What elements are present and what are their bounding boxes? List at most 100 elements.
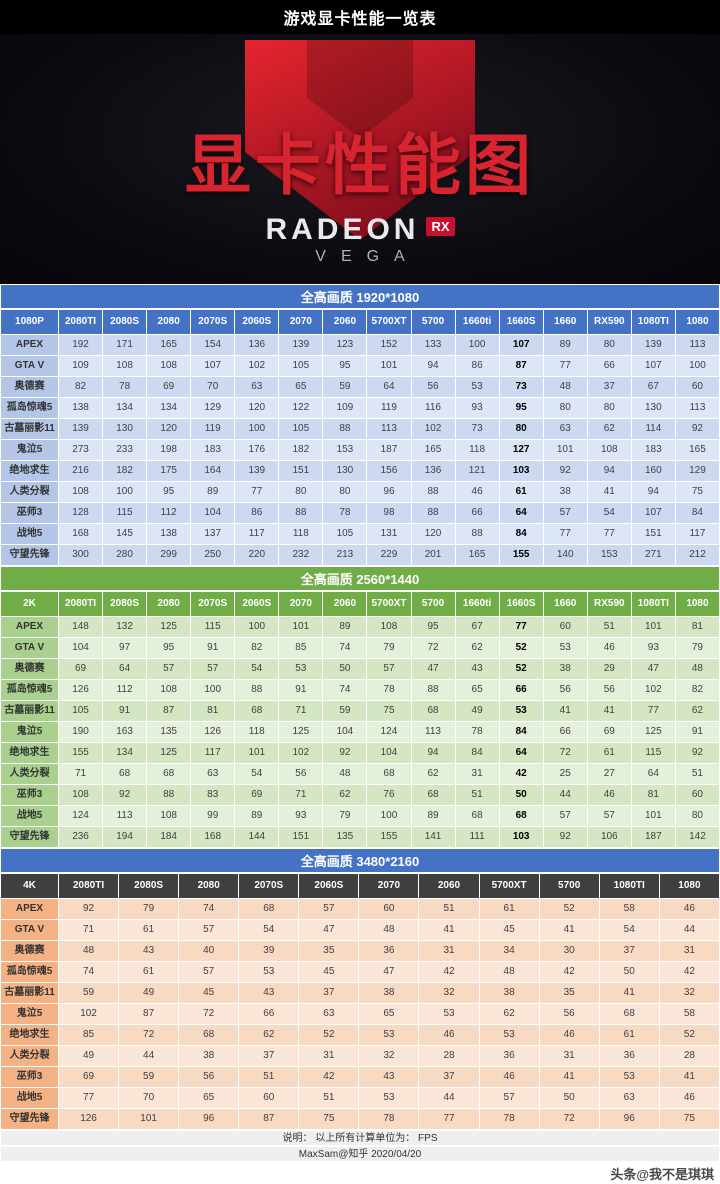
fps-cell: 82	[57, 376, 104, 398]
fps-cell: 300	[57, 544, 104, 566]
fps-cell: 141	[410, 826, 456, 848]
fps-cell: 101	[542, 439, 588, 461]
fps-cell: 165	[454, 544, 500, 566]
fps-cell: 77	[57, 1087, 120, 1109]
fps-cell: 81	[630, 784, 676, 806]
fps-cell: 117	[674, 523, 720, 545]
column-header-1080ti: 1080TI	[630, 309, 676, 335]
fps-cell: 138	[146, 523, 192, 545]
fps-cell: 74	[322, 679, 368, 701]
corner-label: 2K	[0, 591, 59, 617]
fps-cell: 126	[57, 1108, 120, 1130]
fps-cell: 100	[234, 616, 280, 638]
fps-cell: 52	[658, 1024, 720, 1046]
fps-cell: 88	[322, 418, 368, 440]
column-header-rx590: RX590	[586, 591, 632, 617]
fps-cell: 87	[238, 1108, 300, 1130]
row-label: APEX	[0, 898, 59, 920]
fps-cell: 134	[146, 397, 192, 419]
fps-cell: 112	[102, 679, 148, 701]
table-row: 人类分裂 71 68 68 63 54 56 48 68 62 31 42 25 27 64 51	[0, 763, 720, 785]
fps-cell: 126	[190, 721, 236, 743]
fps-cell: 63	[542, 418, 588, 440]
section-title-4k: 全高画质 3480*2160	[0, 848, 720, 873]
row-label: 鬼泣5	[0, 1003, 59, 1025]
fps-cell: 68	[498, 805, 544, 827]
watermark-text: 头条@我不是琪琪	[610, 1166, 714, 1182]
fps-cell: 139	[278, 334, 324, 356]
fps-cell: 115	[102, 502, 148, 524]
column-header-2060s: 2060S	[298, 873, 360, 899]
column-header-2070s: 2070S	[238, 873, 300, 899]
section-2k: 全高画质 2560*1440 2K 2080TI 2080S 2080 2070S 206…	[0, 566, 720, 848]
fps-cell: 87	[146, 700, 192, 722]
fps-cell: 136	[410, 460, 456, 482]
fps-cell: 80	[322, 481, 368, 503]
brand-rx-badge: RX	[426, 217, 455, 236]
fps-cell: 36	[598, 1045, 660, 1067]
row-label: 绝地求生	[0, 1024, 59, 1046]
fps-cell: 51	[454, 784, 500, 806]
fps-cell: 119	[366, 397, 412, 419]
fps-cell: 46	[418, 1024, 480, 1046]
fps-cell: 126	[57, 679, 104, 701]
column-header-1080: 1080	[658, 873, 720, 899]
fps-cell: 75	[298, 1108, 360, 1130]
fps-cell: 44	[118, 1045, 180, 1067]
table-row: 奥德赛 82 78 69 70 63 65 59 64 56 53 73 48 37 67 60	[0, 376, 720, 398]
table-row: 奥德赛 69 64 57 57 54 53 50 57 47 43 52 38 29 47 48	[0, 658, 720, 680]
fps-cell: 74	[57, 961, 120, 983]
fps-cell: 67	[630, 376, 676, 398]
table-row: 守望先锋 236 194 184 168 144 151 135 155 141 111 103 92 1…	[0, 826, 720, 848]
fps-cell: 44	[418, 1087, 480, 1109]
fps-cell: 61	[586, 742, 632, 764]
fps-cell: 47	[410, 658, 456, 680]
fps-cell: 63	[234, 376, 280, 398]
fps-cell: 108	[366, 616, 412, 638]
fps-cell: 125	[630, 721, 676, 743]
row-label: 孤岛惊魂5	[0, 961, 59, 983]
fps-cell: 31	[538, 1045, 600, 1067]
fps-cell: 32	[418, 982, 480, 1004]
fps-cell: 91	[278, 679, 324, 701]
column-header-1080ti: 1080TI	[630, 591, 676, 617]
column-header-1080: 1080	[674, 309, 720, 335]
table-row: 守望先锋 300 280 299 250 220 232 213 229 201 165 155 140…	[0, 544, 720, 566]
fps-cell: 79	[366, 637, 412, 659]
fps-cell: 68	[366, 763, 412, 785]
column-header-1660: 1660	[542, 309, 588, 335]
fps-cell: 114	[630, 418, 676, 440]
fps-cell: 38	[358, 982, 420, 1004]
column-header-2070: 2070	[358, 873, 420, 899]
fps-cell: 187	[366, 439, 412, 461]
fps-cell: 65	[178, 1087, 240, 1109]
fps-cell: 37	[598, 940, 660, 962]
fps-cell: 153	[322, 439, 368, 461]
fps-cell: 53	[454, 376, 500, 398]
fps-cell: 142	[674, 826, 720, 848]
fps-cell: 41	[598, 982, 660, 1004]
fps-cell: 63	[190, 763, 236, 785]
section-4k: 全高画质 3480*2160 4K 2080TI 2080S 2080 2070S 206…	[0, 848, 720, 1130]
fps-cell: 229	[366, 544, 412, 566]
fps-cell: 95	[146, 481, 192, 503]
fps-cell: 48	[57, 940, 120, 962]
fps-cell: 57	[542, 805, 588, 827]
fps-cell: 61	[478, 898, 540, 920]
column-header-2080s: 2080S	[102, 591, 148, 617]
table-row: 守望先锋 126 101 96 87 75 78 77 78 72 96 75	[0, 1108, 720, 1130]
section-1080p: 全高画质 1920*1080 1080P 2080TI 2080S 2080 2070S…	[0, 284, 720, 566]
row-label: 奥德赛	[0, 376, 59, 398]
fps-cell: 44	[658, 919, 720, 941]
fps-cell: 79	[674, 637, 720, 659]
fps-cell: 71	[278, 700, 324, 722]
row-label: 绝地求生	[0, 460, 59, 482]
fps-cell: 46	[586, 637, 632, 659]
fps-cell: 57	[178, 919, 240, 941]
fps-cell: 139	[234, 460, 280, 482]
fps-cell: 93	[630, 637, 676, 659]
fps-cell: 88	[410, 679, 456, 701]
fps-cell: 89	[542, 334, 588, 356]
row-label: 人类分裂	[0, 1045, 59, 1067]
fps-cell: 59	[322, 700, 368, 722]
